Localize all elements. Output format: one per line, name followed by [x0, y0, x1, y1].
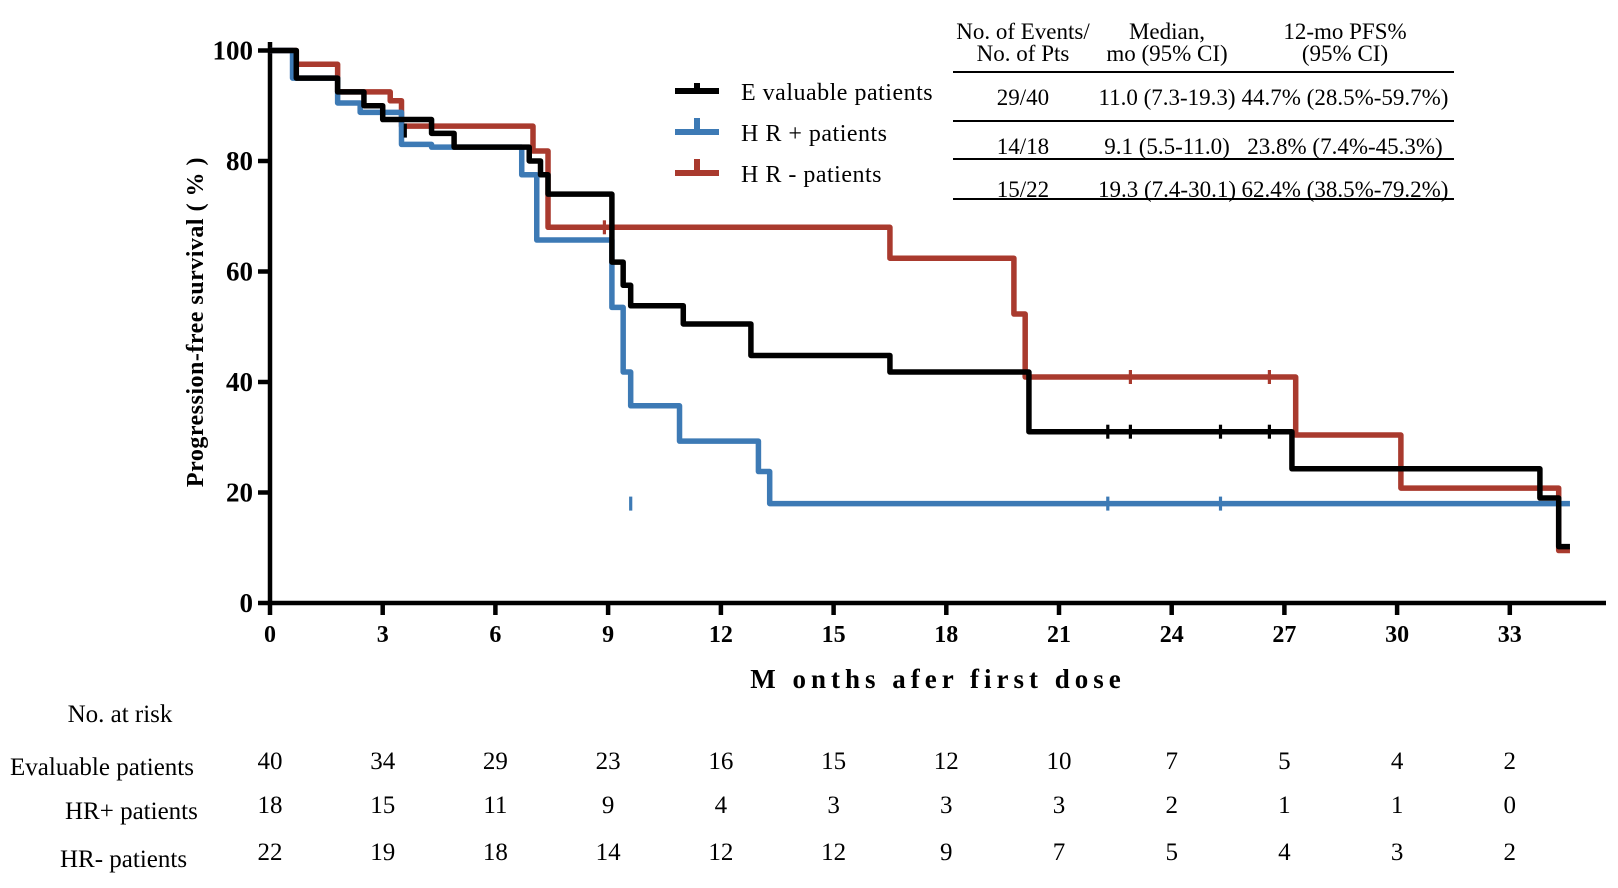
svg-text:6: 6 — [489, 622, 501, 648]
svg-text:60: 60 — [226, 257, 253, 287]
svg-text:4: 4 — [1391, 748, 1404, 775]
svg-text:29/40: 29/40 — [997, 85, 1049, 110]
svg-text:44.7% (28.5%-59.7%): 44.7% (28.5%-59.7%) — [1242, 85, 1449, 110]
svg-text:0: 0 — [264, 622, 276, 648]
svg-text:2: 2 — [1504, 748, 1517, 775]
svg-text:18: 18 — [934, 622, 958, 648]
svg-text:1: 1 — [1278, 792, 1291, 819]
svg-text:12: 12 — [821, 839, 846, 866]
svg-text:21: 21 — [1047, 622, 1071, 648]
svg-text:3: 3 — [377, 622, 389, 648]
svg-text:H R + patients: H R + patients — [741, 121, 888, 147]
svg-text:9: 9 — [940, 839, 953, 866]
svg-text:3: 3 — [1391, 839, 1404, 866]
svg-text:20: 20 — [226, 478, 253, 508]
svg-text:40: 40 — [226, 367, 253, 397]
svg-text:14/18: 14/18 — [997, 134, 1049, 159]
svg-text:30: 30 — [1385, 622, 1409, 648]
svg-text:18: 18 — [258, 792, 283, 819]
svg-text:0: 0 — [240, 588, 254, 618]
svg-text:(95% CI): (95% CI) — [1302, 41, 1388, 66]
svg-text:No. of Pts: No. of Pts — [977, 41, 1070, 66]
svg-text:10: 10 — [1047, 748, 1072, 775]
svg-text:H R - patients: H R - patients — [741, 162, 882, 188]
svg-text:1: 1 — [1391, 792, 1404, 819]
svg-text:4: 4 — [1278, 839, 1291, 866]
svg-text:12: 12 — [708, 839, 733, 866]
svg-text:33: 33 — [1498, 622, 1522, 648]
svg-text:34: 34 — [370, 748, 396, 775]
svg-text:2: 2 — [1165, 792, 1178, 819]
svg-text:9: 9 — [602, 622, 614, 648]
svg-text:E valuable patients: E valuable patients — [741, 80, 933, 106]
svg-text:12: 12 — [934, 748, 959, 775]
svg-text:M onths afer first dose: M onths afer first dose — [750, 664, 1125, 694]
svg-text:No. at risk: No. at risk — [68, 701, 173, 728]
svg-text:15: 15 — [822, 622, 846, 648]
svg-text:mo (95% CI): mo (95% CI) — [1106, 41, 1227, 66]
svg-text:9: 9 — [602, 792, 615, 819]
svg-text:100: 100 — [213, 36, 254, 66]
svg-text:HR- patients: HR- patients — [60, 846, 187, 873]
svg-text:11: 11 — [483, 792, 507, 819]
svg-text:12: 12 — [709, 622, 733, 648]
svg-text:2: 2 — [1504, 839, 1517, 866]
svg-text:Progression-free survival ( %: Progression-free survival ( % ) — [183, 157, 209, 487]
svg-text:40: 40 — [258, 748, 283, 775]
svg-text:HR+ patients: HR+ patients — [65, 798, 198, 825]
svg-text:5: 5 — [1278, 748, 1291, 775]
svg-text:18: 18 — [483, 839, 508, 866]
svg-text:27: 27 — [1272, 622, 1296, 648]
svg-text:3: 3 — [1053, 792, 1066, 819]
svg-text:7: 7 — [1053, 839, 1066, 866]
svg-text:14: 14 — [596, 839, 622, 866]
svg-text:29: 29 — [483, 748, 508, 775]
svg-text:16: 16 — [708, 748, 733, 775]
svg-text:19: 19 — [370, 839, 395, 866]
svg-text:23.8% (7.4%-45.3%): 23.8% (7.4%-45.3%) — [1247, 134, 1442, 159]
svg-text:9.1 (5.5-11.0): 9.1 (5.5-11.0) — [1104, 134, 1230, 159]
svg-text:0: 0 — [1504, 792, 1517, 819]
svg-text:7: 7 — [1165, 748, 1178, 775]
svg-text:22: 22 — [258, 839, 283, 866]
svg-text:4: 4 — [715, 792, 728, 819]
svg-text:15: 15 — [370, 792, 395, 819]
svg-text:5: 5 — [1165, 839, 1178, 866]
svg-text:3: 3 — [940, 792, 953, 819]
svg-text:24: 24 — [1160, 622, 1184, 648]
svg-text:23: 23 — [596, 748, 621, 775]
svg-text:3: 3 — [827, 792, 840, 819]
svg-text:Evaluable patients: Evaluable patients — [10, 754, 194, 781]
svg-text:15: 15 — [821, 748, 846, 775]
svg-text:80: 80 — [226, 146, 253, 176]
svg-text:11.0 (7.3-19.3): 11.0 (7.3-19.3) — [1098, 85, 1235, 110]
